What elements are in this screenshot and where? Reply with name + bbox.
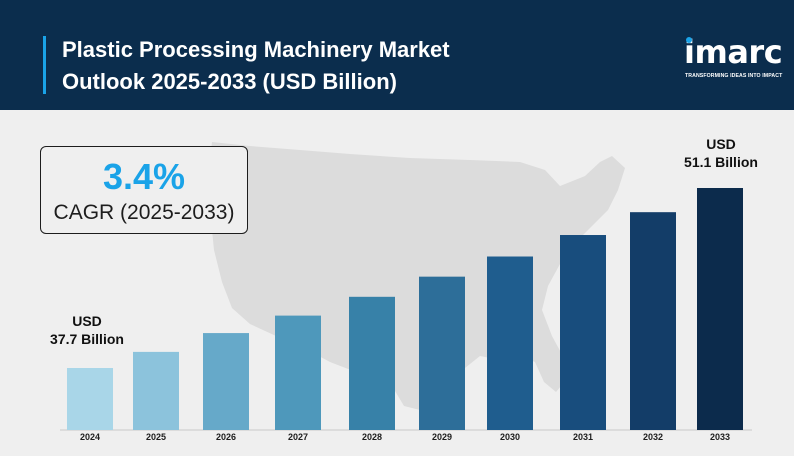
logo-tagline: TRANSFORMING IDEAS INTO IMPACT: [685, 73, 783, 79]
header-banner: Plastic Processing Machinery Market Outl…: [0, 0, 794, 110]
cagr-label: CAGR (2025-2033): [53, 201, 235, 224]
end-callout-amount: 51.1 Billion: [684, 154, 758, 170]
end-value-callout: USD 51.1 Billion: [676, 135, 766, 171]
imarc-logo: imarc TRANSFORMING IDEAS INTO IMPACT: [684, 34, 790, 84]
title-accent-bar: [43, 36, 46, 94]
x-tick-label-2029: 2029: [432, 432, 452, 442]
x-tick-label-2027: 2027: [288, 432, 308, 442]
start-callout-currency: USD: [72, 313, 102, 329]
x-tick-label-2025: 2025: [146, 432, 166, 442]
x-tick-label-2026: 2026: [216, 432, 236, 442]
bar-2032: [630, 212, 676, 430]
x-tick-label-2032: 2032: [643, 432, 663, 442]
cagr-value: 3.4%: [102, 156, 186, 197]
x-tick-label-2030: 2030: [500, 432, 520, 442]
start-callout-amount: 37.7 Billion: [50, 331, 124, 347]
bar-2030: [487, 256, 533, 430]
chart-title: Plastic Processing Machinery Market Outl…: [62, 34, 622, 98]
bar-2031: [560, 235, 606, 430]
x-tick-label-2031: 2031: [573, 432, 593, 442]
end-callout-currency: USD: [706, 136, 736, 152]
bar-2025: [133, 351, 179, 430]
bar-2033: [697, 188, 743, 430]
title-line-1: Plastic Processing Machinery Market: [62, 37, 450, 62]
logo-dot-icon: [686, 37, 692, 43]
cagr-box: 3.4% CAGR (2025-2033): [40, 146, 248, 234]
bar-2027: [275, 315, 321, 430]
bar-2029: [419, 276, 465, 430]
logo-wordmark: imarc: [684, 33, 783, 71]
bar-2024: [67, 368, 113, 430]
x-tick-label-2024: 2024: [80, 432, 100, 442]
x-tick-label-2028: 2028: [362, 432, 382, 442]
bar-2026: [203, 333, 249, 430]
title-line-2: Outlook 2025-2033 (USD Billion): [62, 69, 397, 94]
x-tick-label-2033: 2033: [710, 432, 730, 442]
start-value-callout: USD 37.7 Billion: [44, 312, 130, 348]
bar-2028: [349, 296, 395, 430]
